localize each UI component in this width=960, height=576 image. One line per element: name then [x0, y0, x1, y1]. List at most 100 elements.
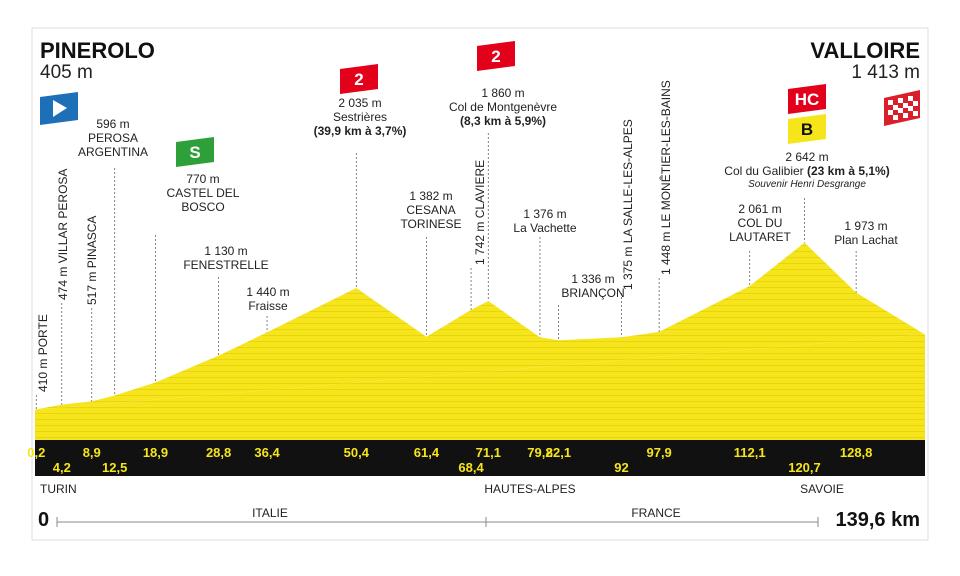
- waypoint-name: BRIANÇON: [561, 286, 625, 300]
- finish-altitude: 1 413 m: [851, 62, 920, 83]
- km-label: 12,5: [102, 460, 127, 475]
- waypoint-name: LE MONÊTIER-LES-BAINS: [659, 80, 673, 229]
- km-label: 4,2: [53, 460, 71, 475]
- km-label: 18,9: [143, 445, 168, 460]
- waypoint-name: CESANA TORINESE: [400, 203, 462, 231]
- waypoint-altitude: 1 440 m: [246, 285, 290, 299]
- waypoint-label: 1 742 m CLAVIERE: [473, 160, 487, 265]
- waypoint-altitude: 474 m: [56, 266, 70, 300]
- waypoint-altitude: 1 376 m: [523, 207, 567, 221]
- climb-badge: [788, 114, 826, 144]
- waypoint-label: 474 m VILLAR PEROSA: [56, 169, 70, 300]
- climb-badge: [340, 64, 378, 94]
- km-bar: [35, 440, 925, 476]
- climb-badge: [477, 41, 515, 71]
- waypoint-label: 596 m PEROSA ARGENTINA: [63, 117, 163, 159]
- waypoint-altitude: 1 860 m: [481, 86, 525, 100]
- waypoint-name: PINASCA: [85, 215, 99, 269]
- waypoint-altitude: 1 375 m: [621, 246, 635, 290]
- waypoint-label: 1 440 m Fraisse: [228, 285, 308, 313]
- km-label: 82,1: [546, 445, 571, 460]
- climb-detail: (8,3 km à 5,9%): [459, 114, 547, 128]
- waypoint-label: 517 m PINASCA: [85, 216, 99, 305]
- waypoint-name: COL DU LAUTARET: [729, 216, 791, 244]
- climb-note: Souvenir Henri Desgrange: [748, 179, 866, 190]
- climb-detail: (23 km à 5,1%): [807, 164, 890, 178]
- km-label: 71,1: [476, 445, 501, 460]
- waypoint-name: Col du Galibier: [724, 164, 804, 178]
- waypoint-altitude: 1 130 m: [204, 244, 248, 258]
- km-label: 97,9: [646, 445, 671, 460]
- waypoint-altitude: 1 382 m: [409, 189, 453, 203]
- waypoint-name: CLAVIERE: [473, 159, 487, 219]
- finish-flag: [884, 90, 920, 126]
- km-label: 92: [614, 460, 628, 475]
- waypoint-name: CASTEL DEL BOSCO: [166, 186, 240, 214]
- km-label: 128,8: [840, 445, 873, 460]
- sprint-badge-text: S: [189, 143, 200, 162]
- waypoint-altitude: 2 642 m: [785, 150, 829, 164]
- waypoint-label: 2 642 m Col du Galibier (23 km à 5,1%) Sou…: [687, 150, 927, 192]
- waypoint-label: 1 130 m FENESTRELLE: [181, 244, 271, 272]
- waypoint-altitude: 1 742 m: [473, 221, 487, 265]
- km-label: 8,9: [83, 445, 101, 460]
- distance-start: 0: [38, 509, 50, 531]
- waypoint-label: 2 061 m COL DU LAUTARET: [715, 202, 805, 244]
- profile-base: [35, 334, 925, 440]
- waypoint-label: 410 m PORTE: [36, 314, 50, 392]
- waypoint-altitude: 2 035 m: [338, 96, 382, 110]
- waypoint-altitude: 1 973 m: [844, 219, 888, 233]
- waypoint-altitude: 1 336 m: [571, 272, 615, 286]
- waypoint-label: 1 375 m LA SALLE-LES-ALPES: [621, 119, 635, 290]
- waypoint-label: 1 382 m CESANA TORINESE: [386, 189, 476, 231]
- km-label: 112,1: [734, 445, 766, 460]
- waypoint-altitude: 517 m: [85, 271, 99, 305]
- start-flag-icon: [53, 100, 67, 117]
- waypoint-name: PORTE: [36, 314, 50, 356]
- finish-name: VALLOIRE: [810, 38, 920, 63]
- waypoint-label: 1 860 m Col de Montgenèvre (8,3 km à 5,9%): [428, 86, 578, 128]
- department-label: HAUTES-ALPES: [484, 482, 576, 496]
- waypoint-name: La Vachette: [513, 221, 577, 235]
- waypoint-name: Col de Montgenèvre: [448, 100, 558, 114]
- km-label: 68,4: [458, 460, 484, 475]
- waypoint-label: 1 376 m La Vachette: [500, 207, 590, 235]
- km-label: 36,4: [254, 445, 280, 460]
- waypoint-label: 2 035 m Sestrières (39,9 km à 3,7%): [285, 96, 435, 138]
- waypoint-altitude: 410 m: [36, 358, 50, 392]
- km-label: 120,7: [788, 460, 821, 475]
- country-label: ITALIE: [252, 506, 288, 520]
- km-label: 61,4: [414, 445, 440, 460]
- waypoint-label: 1 973 m Plan Lachat: [821, 219, 911, 247]
- waypoint-name: PEROSA ARGENTINA: [77, 131, 148, 159]
- waypoint-label: 1 448 m LE MONÊTIER-LES-BAINS: [659, 80, 673, 275]
- sprint-badge: [176, 137, 214, 167]
- climb-badge-text: B: [801, 120, 813, 139]
- start-altitude: 405 m: [40, 62, 93, 83]
- waypoint-altitude: 596 m: [96, 117, 130, 131]
- waypoint-label: 1 336 m BRIANÇON: [553, 272, 633, 300]
- climb-detail: (39,9 km à 3,7%): [313, 124, 407, 138]
- waypoint-altitude: 1 448 m: [659, 231, 673, 275]
- climb-badge: [788, 84, 826, 114]
- waypoint-name: Plan Lachat: [834, 233, 898, 247]
- waypoint-name: VILLAR PEROSA: [56, 168, 70, 264]
- frame: [31, 27, 929, 541]
- climb-badge-text: HC: [795, 90, 820, 109]
- department-label: SAVOIE: [800, 482, 844, 496]
- waypoint-name: FENESTRELLE: [183, 258, 269, 272]
- country-label: FRANCE: [631, 506, 681, 520]
- km-label: 79,2: [527, 445, 552, 460]
- waypoint-altitude: 770 m: [186, 172, 220, 186]
- waypoint-label: 770 m CASTEL DEL BOSCO: [158, 172, 248, 214]
- km-label: 0,2: [27, 445, 45, 460]
- climb-line: Col du Galibier (23 km à 5,1%): [687, 164, 927, 178]
- waypoint-name: LA SALLE-LES-ALPES: [621, 119, 635, 244]
- climb-badge-text: 2: [354, 70, 363, 89]
- waypoint-altitude: 2 061 m: [738, 202, 782, 216]
- km-label: 50,4: [344, 445, 370, 460]
- waypoint-name: Fraisse: [248, 299, 288, 313]
- waypoint-name: Sestrières: [332, 110, 388, 124]
